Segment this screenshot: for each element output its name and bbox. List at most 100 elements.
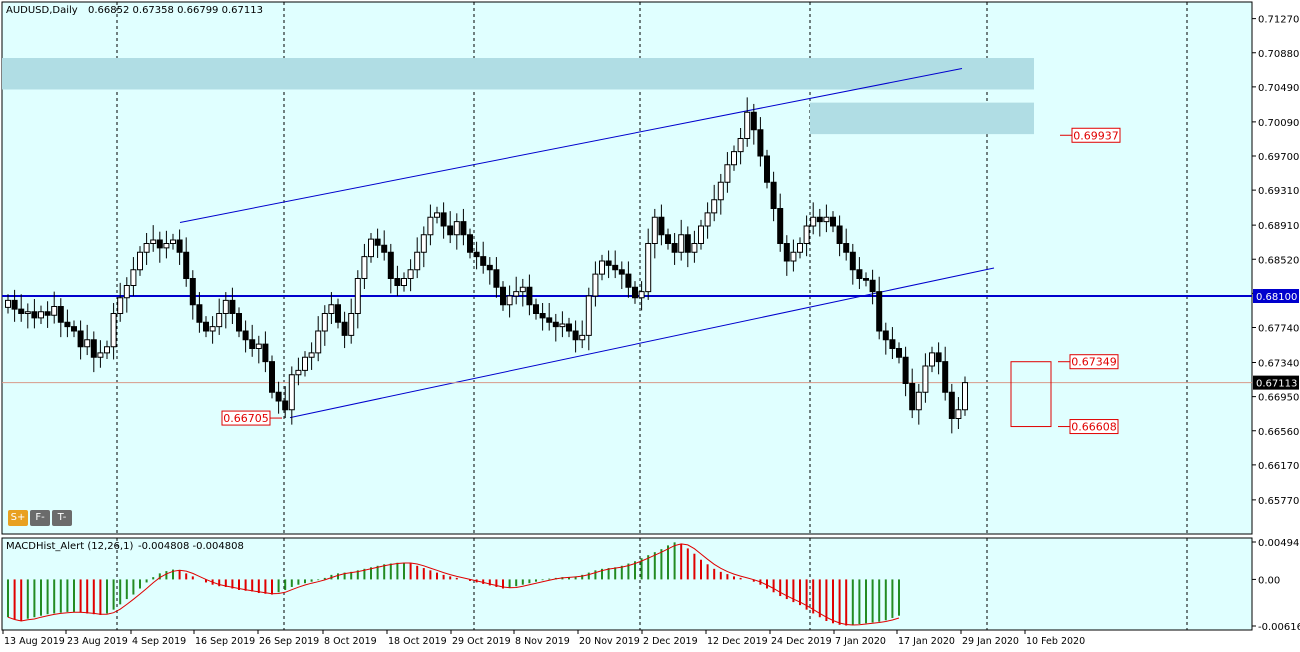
candle[interactable]: [71, 326, 77, 332]
s-plus-button[interactable]: S+: [8, 510, 28, 526]
candle[interactable]: [922, 365, 929, 393]
candle[interactable]: [110, 313, 117, 348]
candle[interactable]: [585, 295, 592, 336]
candle[interactable]: [684, 234, 691, 253]
candle[interactable]: [335, 304, 341, 323]
candle[interactable]: [651, 216, 658, 244]
candle[interactable]: [823, 216, 830, 223]
candle[interactable]: [315, 330, 322, 354]
candle[interactable]: [797, 243, 803, 253]
candle[interactable]: [770, 181, 777, 209]
candle[interactable]: [170, 239, 176, 244]
candle[interactable]: [288, 374, 295, 411]
candle[interactable]: [519, 286, 526, 293]
candle[interactable]: [539, 313, 546, 319]
candle[interactable]: [750, 111, 757, 131]
candle[interactable]: [486, 264, 493, 271]
candle[interactable]: [645, 243, 652, 293]
candle[interactable]: [189, 278, 196, 306]
candle[interactable]: [387, 251, 394, 279]
candle[interactable]: [11, 299, 18, 310]
candle[interactable]: [203, 321, 209, 332]
candle[interactable]: [704, 212, 711, 227]
candle[interactable]: [863, 278, 869, 281]
macd-panel[interactable]: [1, 537, 1253, 631]
candle[interactable]: [929, 352, 935, 367]
candle[interactable]: [942, 361, 949, 393]
candle[interactable]: [935, 352, 942, 363]
candle[interactable]: [480, 256, 487, 266]
candle[interactable]: [777, 208, 784, 244]
candle[interactable]: [962, 382, 968, 411]
candle[interactable]: [843, 243, 850, 253]
candle[interactable]: [790, 251, 797, 262]
candle[interactable]: [308, 352, 315, 358]
candle[interactable]: [572, 330, 579, 341]
candle[interactable]: [493, 269, 500, 288]
candle[interactable]: [104, 346, 110, 354]
candle[interactable]: [24, 311, 31, 314]
candle[interactable]: [665, 234, 671, 244]
candle[interactable]: [321, 313, 328, 332]
candle[interactable]: [803, 225, 810, 244]
candle[interactable]: [374, 238, 381, 246]
candle[interactable]: [262, 343, 269, 363]
candle[interactable]: [889, 339, 896, 349]
candle[interactable]: [717, 181, 724, 201]
candle[interactable]: [764, 155, 770, 183]
candle[interactable]: [909, 383, 916, 411]
candle[interactable]: [196, 304, 203, 323]
candle[interactable]: [882, 330, 889, 341]
candle[interactable]: [216, 313, 223, 328]
candle[interactable]: [453, 221, 460, 236]
candle[interactable]: [526, 286, 533, 306]
candle[interactable]: [275, 391, 282, 402]
candle[interactable]: [381, 244, 388, 253]
candle[interactable]: [605, 260, 612, 266]
candle[interactable]: [671, 243, 678, 253]
candle[interactable]: [691, 243, 698, 253]
candle[interactable]: [18, 308, 25, 314]
candle[interactable]: [625, 273, 632, 288]
candle[interactable]: [599, 260, 605, 275]
candle[interactable]: [401, 278, 407, 286]
candle[interactable]: [447, 225, 454, 236]
candle[interactable]: [698, 225, 704, 244]
candle[interactable]: [394, 278, 401, 286]
candle[interactable]: [348, 313, 355, 336]
candle[interactable]: [427, 216, 434, 236]
candle[interactable]: [407, 269, 414, 279]
candle[interactable]: [368, 238, 374, 258]
candle[interactable]: [354, 278, 361, 314]
candle[interactable]: [533, 304, 539, 314]
candle[interactable]: [460, 221, 467, 236]
candle[interactable]: [955, 409, 962, 419]
candle[interactable]: [467, 234, 473, 253]
candle[interactable]: [143, 243, 150, 253]
candle[interactable]: [757, 129, 764, 157]
candle[interactable]: [513, 291, 520, 297]
candle[interactable]: [282, 400, 289, 411]
candle[interactable]: [500, 286, 506, 306]
candle[interactable]: [783, 243, 790, 262]
candle[interactable]: [731, 151, 737, 166]
candle[interactable]: [249, 339, 256, 349]
candle[interactable]: [678, 234, 685, 253]
candle[interactable]: [176, 239, 183, 253]
candle[interactable]: [592, 273, 599, 297]
candle[interactable]: [302, 356, 308, 371]
candle[interactable]: [77, 330, 84, 348]
candle[interactable]: [915, 391, 922, 411]
candle[interactable]: [810, 216, 817, 227]
candle[interactable]: [737, 138, 744, 153]
candle[interactable]: [856, 269, 863, 279]
candle[interactable]: [328, 304, 335, 314]
candle[interactable]: [420, 234, 427, 253]
candle[interactable]: [137, 251, 143, 271]
candle[interactable]: [150, 239, 157, 244]
candle[interactable]: [948, 391, 955, 419]
candle[interactable]: [711, 199, 718, 214]
candle[interactable]: [579, 334, 586, 341]
candle[interactable]: [440, 212, 447, 227]
